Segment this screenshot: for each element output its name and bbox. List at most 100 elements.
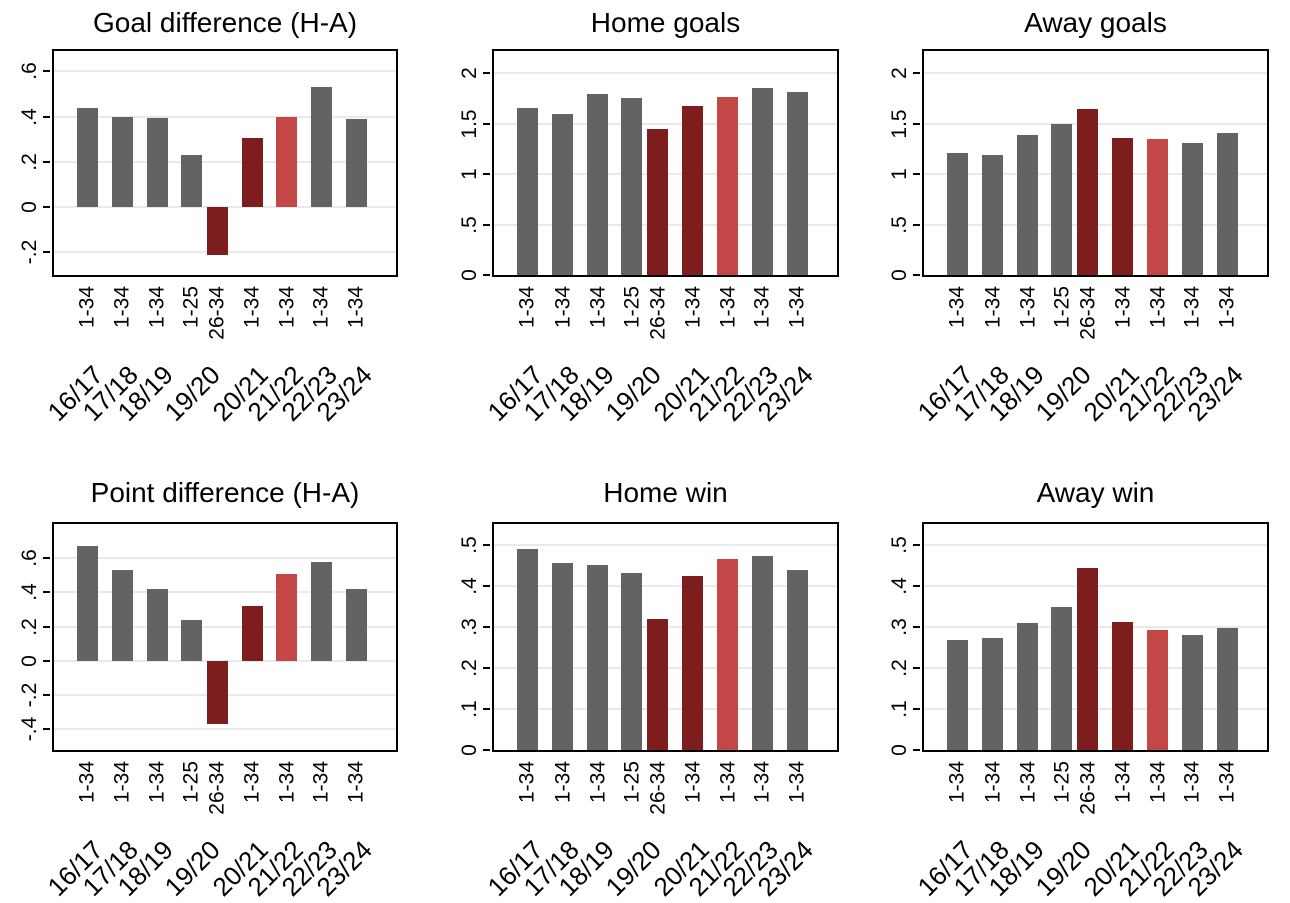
x-bar-label: 1-34 (145, 761, 169, 804)
grid-line (494, 584, 837, 587)
chart-title: Away win (1036, 477, 1155, 508)
bar (1051, 123, 1073, 275)
x-bar-label: 1-25 (179, 761, 203, 804)
y-tick (43, 694, 50, 697)
x-bar-label: 1-34 (515, 761, 539, 804)
bar (1077, 567, 1099, 750)
bar (180, 155, 202, 208)
x-bar-label: 1-34 (716, 761, 740, 804)
x-bar-label: 1-34 (551, 286, 575, 329)
grid-line (924, 72, 1267, 75)
bar (982, 637, 1004, 750)
bar (982, 154, 1004, 275)
x-bar-label: 1-34 (586, 761, 610, 804)
y-tick (913, 707, 920, 710)
bar (241, 606, 263, 661)
x-bar-label: 1-34 (716, 286, 740, 329)
bar (946, 639, 968, 750)
x-bar-label: 1-34 (1111, 761, 1135, 804)
x-bar-label: 1-34 (945, 286, 969, 329)
y-tick (913, 584, 920, 587)
grid-line (54, 557, 396, 560)
y-tick (913, 666, 920, 669)
y-tick-label: .4 (888, 576, 911, 595)
chart-title: Away goals (1024, 7, 1167, 38)
y-tick-label: .4 (18, 107, 41, 126)
y-tick (913, 122, 920, 125)
bar (276, 116, 298, 208)
plot-area (52, 522, 398, 752)
chart-cell-away-win: Away win .5 .4 .3 .2 .1 0 1-34 1-34 1-34 1-25 26-3… (860, 450, 1290, 903)
x-bar-label: 1-34 (344, 286, 368, 329)
x-bar-label: 26-34 (205, 286, 229, 340)
y-tick-label: 0 (18, 201, 41, 213)
x-bar-label: 1-25 (620, 761, 644, 804)
bar (587, 94, 609, 275)
y-tick-label: 2 (888, 67, 911, 80)
y-tick-label: .1 (888, 700, 911, 718)
chart-cell-away-goals: Away goals 2 1.5 1.5 0 1-34 1-34 1-34 1-25 26-34… (860, 0, 1290, 450)
y-tick-label: 1.5 (888, 109, 911, 139)
x-bar-label: 1-34 (309, 286, 333, 329)
bar (647, 618, 669, 750)
bar (621, 573, 643, 750)
x-bar-label: 1-25 (179, 286, 203, 329)
bar (180, 619, 202, 661)
x-bar-label: 1-34 (586, 286, 610, 329)
bar (1017, 623, 1039, 750)
y-tick-label: 2 (458, 67, 481, 80)
bar (1051, 606, 1073, 750)
x-bar-label: 1-34 (551, 761, 575, 804)
x-bar-label: 26-34 (1076, 286, 1100, 340)
x-bar-label: 1-34 (110, 761, 134, 804)
bar (786, 92, 808, 275)
x-bar-label: 1-34 (240, 286, 264, 329)
bar (310, 561, 332, 661)
chart-cell-home-goals: Home goals 2 1.5 1.5 0 1-34 1-34 1-34 1-25 26-34… (430, 0, 860, 450)
y-tick-label: .2 (888, 659, 911, 677)
y-tick (43, 591, 50, 594)
bar (1077, 108, 1099, 275)
y-tick (913, 625, 920, 628)
bar (76, 107, 98, 208)
x-season-label: 19/20 (158, 834, 226, 902)
x-bar-label: 1-34 (785, 761, 809, 804)
bar (1181, 634, 1203, 750)
chart-cell-point-difference: Point difference (H-A) .6 .4 .2 0 -.2 -.4 1-34… (0, 450, 430, 903)
y-tick-label: .5 (888, 535, 911, 554)
x-bar-label: 1-34 (1016, 286, 1040, 329)
y-tick (43, 251, 50, 254)
x-bar-label: 1-34 (1146, 286, 1170, 329)
y-tick-label: .3 (888, 617, 911, 636)
plot-area (922, 49, 1269, 277)
bar (682, 106, 704, 275)
bar (76, 546, 98, 661)
y-tick-label: .5 (888, 215, 911, 234)
chart-cell-goal-difference: Goal difference (H-A) .6 .4 .2 0 -.2 1-34 1-34… (0, 0, 430, 450)
bar (345, 118, 367, 208)
x-bar-label: 1-34 (981, 761, 1005, 804)
bar (111, 116, 133, 208)
bar (276, 573, 298, 661)
x-bar-label: 1-34 (309, 761, 333, 804)
x-bar-label: 1-34 (1215, 286, 1239, 329)
y-tick-label: 1.5 (458, 109, 481, 139)
grid-line (494, 72, 837, 75)
x-bar-label: 1-34 (275, 286, 299, 329)
grid-line (54, 625, 396, 628)
y-tick (483, 223, 490, 226)
y-tick (483, 584, 490, 587)
grid-line (494, 543, 837, 546)
x-bar-label: 1-34 (981, 286, 1005, 329)
x-bar-label: 1-34 (515, 286, 539, 329)
bar (146, 117, 168, 208)
x-bar-label: 1-34 (275, 761, 299, 804)
x-bar-label: 1-34 (681, 286, 705, 329)
y-tick-label: .2 (18, 153, 41, 171)
x-bar-label: 1-34 (1215, 761, 1239, 804)
bar (111, 570, 133, 661)
y-tick (483, 666, 490, 669)
bar (241, 138, 263, 208)
chart-title: Home goals (590, 7, 741, 38)
x-bar-label: 1-34 (344, 761, 368, 804)
